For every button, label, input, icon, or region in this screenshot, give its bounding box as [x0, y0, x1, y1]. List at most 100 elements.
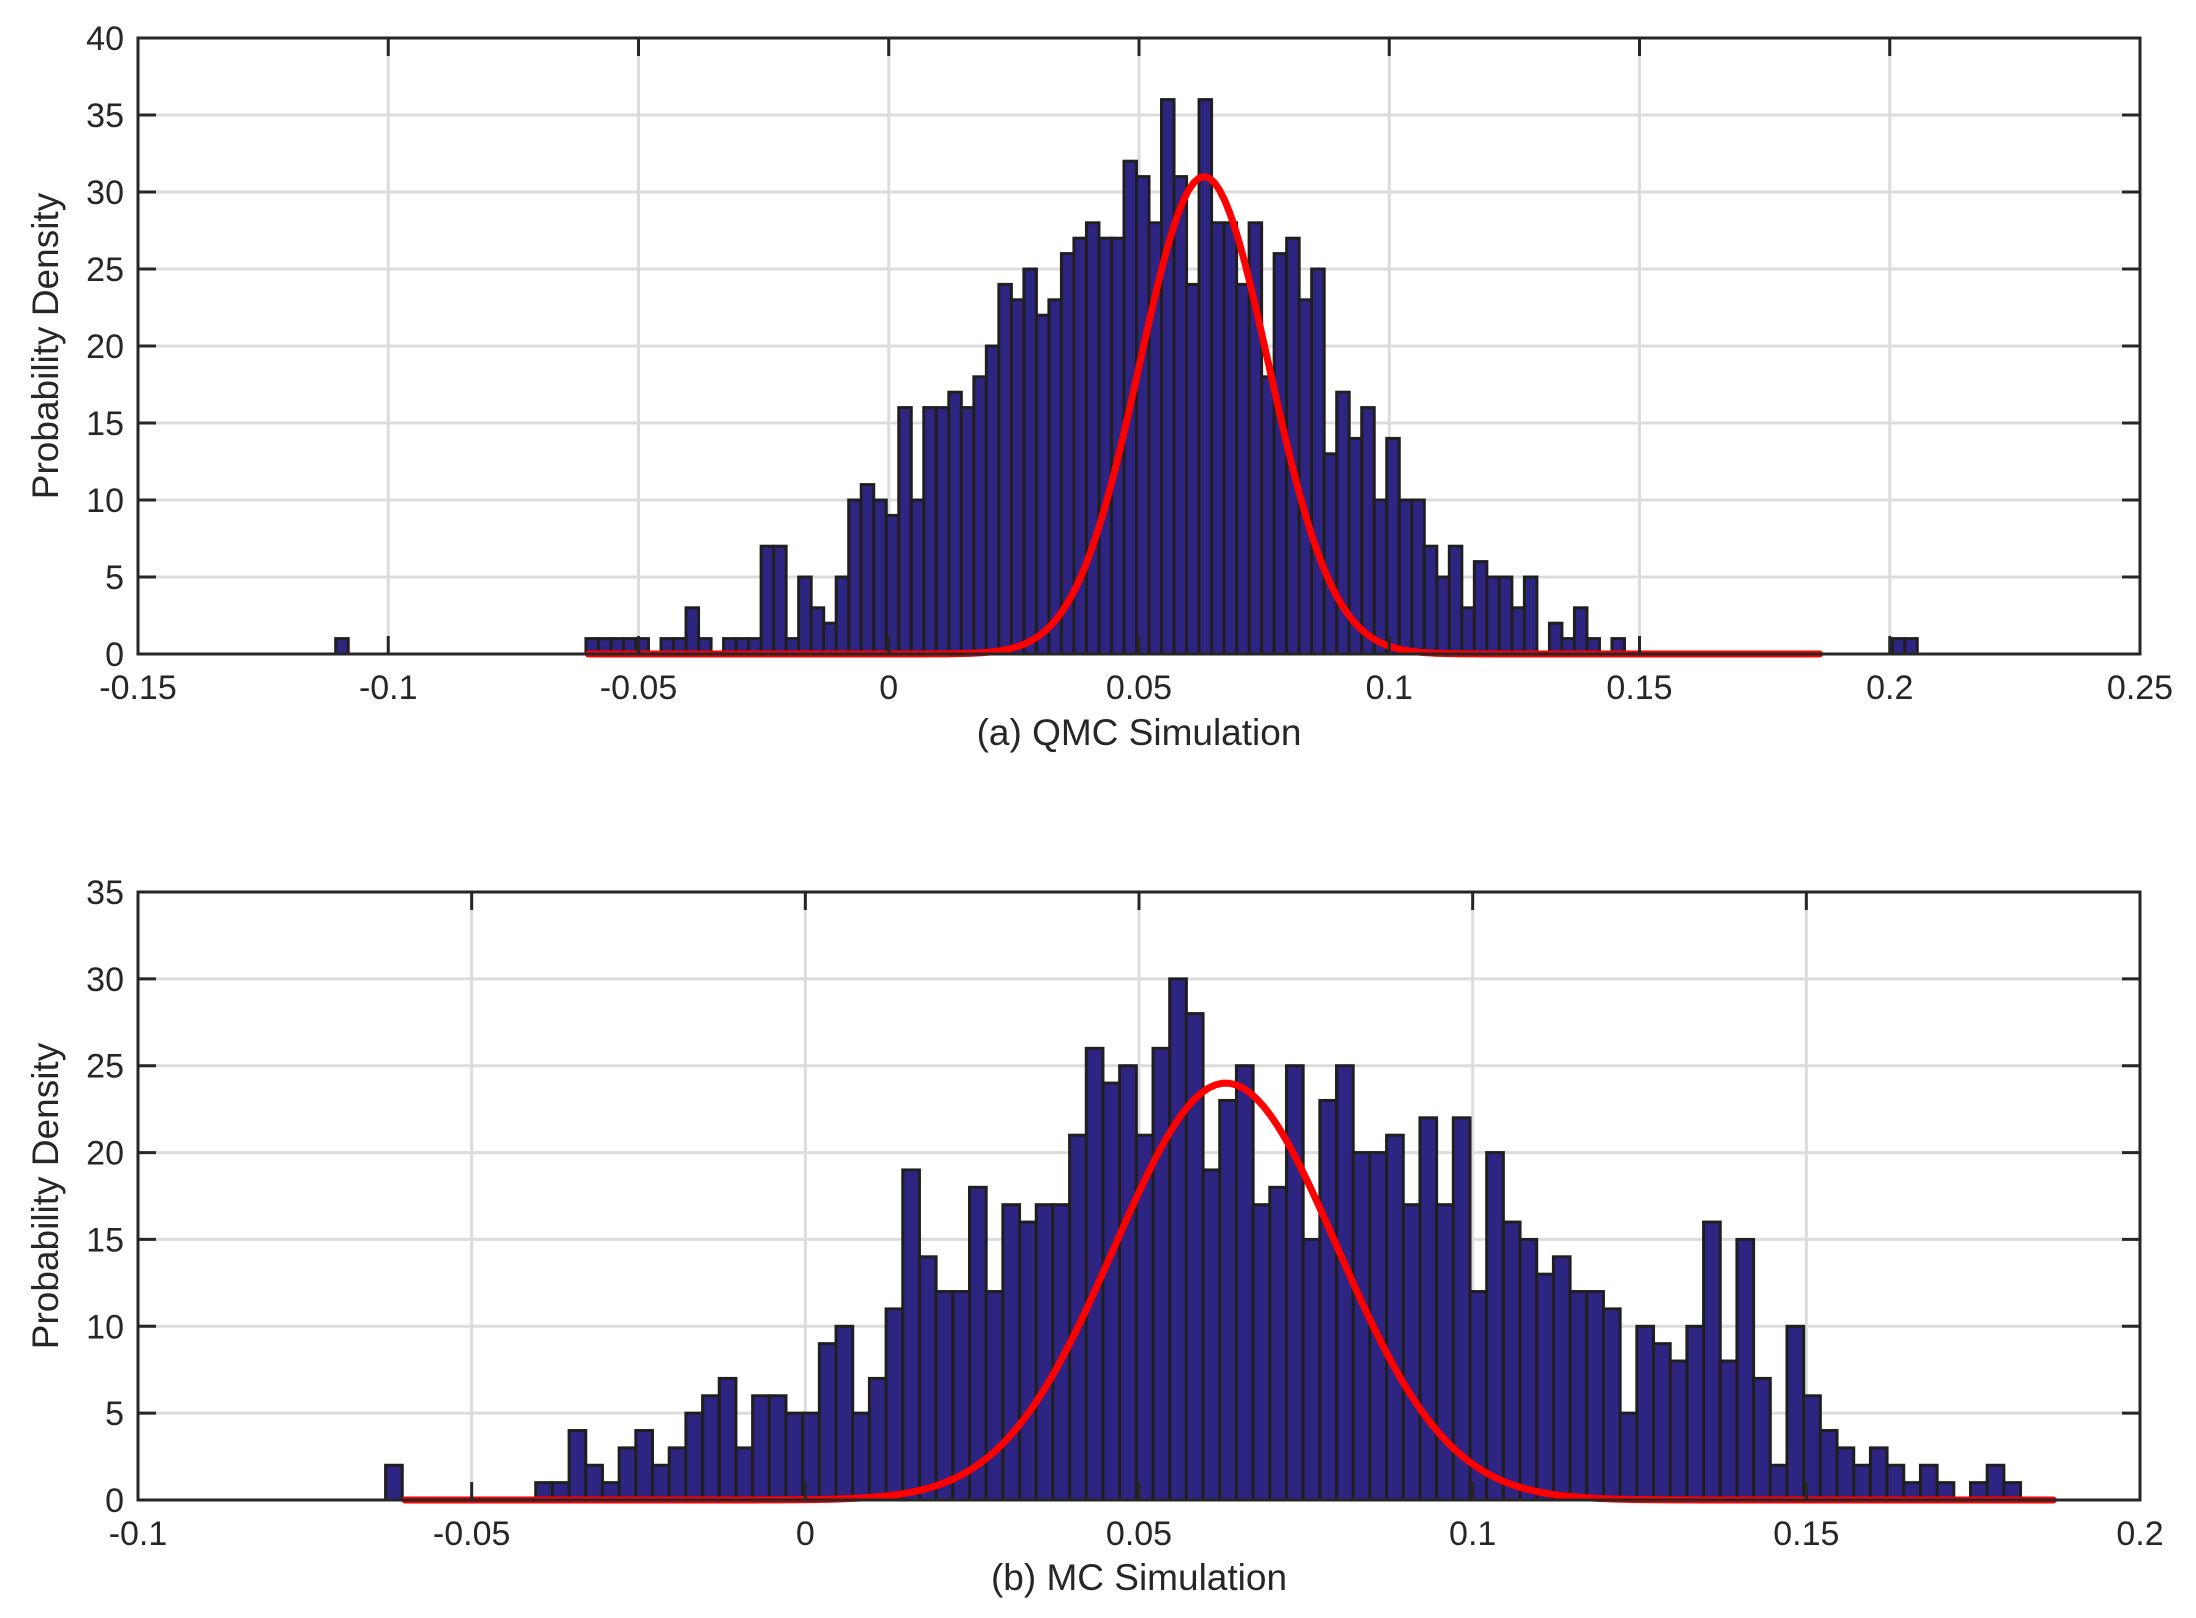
- histogram-bar: [1372, 498, 1389, 656]
- histogram-bar: [972, 375, 988, 656]
- histogram-bar: [1118, 1064, 1138, 1502]
- histogram-bar: [759, 544, 776, 656]
- histogram-bar: [384, 1463, 404, 1502]
- histogram-bar: [1172, 175, 1189, 656]
- histogram-bar: [859, 483, 876, 656]
- histogram-bar: [1472, 560, 1489, 656]
- histogram-bar: [1284, 1064, 1305, 1502]
- histogram-bar: [1034, 1203, 1055, 1502]
- histogram-bar: [1272, 252, 1289, 656]
- histogram-bar: [1585, 1290, 1605, 1502]
- y-tick-label: 10: [86, 482, 124, 520]
- histogram-bar: [1401, 1203, 1422, 1502]
- histogram-bar: [1385, 1133, 1405, 1502]
- histogram-bar: [917, 1255, 938, 1502]
- histogram-bar: [1447, 544, 1464, 656]
- x-tick-label: 0.25: [2107, 669, 2173, 707]
- histogram-bar: [1752, 1376, 1772, 1502]
- histogram-bar: [651, 1463, 671, 1502]
- histogram-bar: [1668, 1359, 1689, 1502]
- y-tick-label: 40: [86, 20, 124, 58]
- histogram-bar: [1835, 1446, 1856, 1502]
- y-tick-label: 25: [86, 251, 124, 289]
- histogram-bar: [884, 513, 901, 656]
- histogram-bar: [822, 621, 838, 656]
- y-axis-title-b: Probability Density: [25, 1042, 66, 1349]
- tick-labels-a: -0.15 -0.1 -0.05 0 0.05 0.1 0.15 0.2 0.25 0 5 10 15 2…: [86, 20, 2173, 707]
- histogram-bar: [1435, 575, 1451, 656]
- histogram-bar: [784, 1411, 805, 1502]
- histogram-bar: [1185, 282, 1201, 656]
- histogram-bar: [1852, 1463, 1872, 1502]
- histogram-bar: [1547, 621, 1564, 656]
- y-tick-label: 15: [86, 1221, 124, 1259]
- histogram-bar: [1522, 575, 1539, 656]
- histogram-bar: [1702, 1220, 1722, 1502]
- y-tick-label: 0: [105, 1482, 124, 1520]
- histogram-bar: [1535, 1272, 1555, 1502]
- histogram-bar: [1134, 175, 1151, 656]
- histogram-bar: [1903, 637, 1919, 656]
- x-tick-label: 0.15: [1773, 1515, 1839, 1553]
- histogram-bar: [1572, 606, 1589, 656]
- axes-a: [136, 36, 2142, 656]
- histogram-bar: [1635, 1324, 1656, 1502]
- histogram-bar: [1009, 298, 1026, 656]
- histogram-bar: [1268, 1185, 1288, 1502]
- histogram-bar: [1160, 98, 1176, 656]
- histogram-bar: [1322, 452, 1339, 656]
- y-tick-label: 30: [86, 174, 124, 212]
- x-tick-label: 0.15: [1606, 669, 1672, 707]
- histogram-bar: [1022, 267, 1038, 656]
- histogram-bar: [717, 1376, 738, 1502]
- histogram-bar: [584, 1463, 604, 1502]
- histogram-bar: [1890, 637, 1907, 656]
- histogram-bar: [884, 1307, 905, 1502]
- histogram-bar: [634, 1429, 655, 1502]
- histogram-bar: [1485, 1151, 1505, 1502]
- histogram-bar: [1297, 298, 1314, 656]
- histogram-bar: [1201, 1168, 1222, 1502]
- histogram-bar: [1868, 1446, 1889, 1502]
- y-tick-label: 5: [105, 1395, 124, 1433]
- histogram-bar: [1685, 1324, 1706, 1502]
- x-tick-label: -0.1: [109, 1515, 168, 1553]
- histogram-bar: [1418, 1116, 1439, 1502]
- histogram-bar: [984, 1290, 1005, 1502]
- histogram-bar: [767, 1394, 788, 1502]
- histogram-bar: [959, 406, 976, 656]
- histogram-bar: [1351, 1151, 1372, 1502]
- histogram-bar: [1018, 1220, 1038, 1502]
- x-tick-label: -0.05: [600, 669, 678, 707]
- y-tick-label: 0: [105, 636, 124, 674]
- histogram-bar: [897, 406, 913, 656]
- y-tick-label: 10: [86, 1308, 124, 1346]
- histogram-bar: [1410, 498, 1426, 656]
- histogram-bar: [772, 544, 788, 656]
- histogram-bar: [967, 1185, 988, 1502]
- y-axis-title-a: Probability Density: [25, 192, 66, 499]
- chart-a: -0.15 -0.1 -0.05 0 0.05 0.1 0.15 0.2 0.25 0 5 10 15 2…: [25, 20, 2173, 753]
- histogram-bar: [1251, 1203, 1272, 1502]
- histogram-bar: [984, 344, 1001, 656]
- histogram-bar: [701, 1394, 721, 1502]
- x-tick-label: 0: [796, 1515, 815, 1553]
- y-tick-label: 35: [86, 97, 124, 135]
- chart-b: -0.1 -0.05 0 0.05 0.1 0.15 0.2 0 5 10 15 20 25 30 35 (…: [25, 874, 2164, 1598]
- histogram-bar: [1618, 1411, 1639, 1502]
- histogram-bar: [1210, 221, 1226, 656]
- histogram-bar: [1235, 282, 1251, 656]
- histogram-bar: [1310, 267, 1326, 656]
- histogram-bar: [1601, 1307, 1622, 1502]
- histogram-bar: [1551, 1255, 1572, 1502]
- histogram-bar: [334, 637, 350, 656]
- histogram-bar: [1985, 1463, 2006, 1502]
- histogram-bar: [1497, 575, 1514, 656]
- bars-b: [384, 977, 2023, 1502]
- histogram-bar: [797, 575, 813, 656]
- histogram-bar: [1101, 1081, 1122, 1502]
- histogram-bar: [1034, 313, 1051, 656]
- bars-a: [334, 98, 1919, 656]
- x-axis-title-a: (a) QMC Simulation: [977, 712, 1302, 753]
- histogram-bar: [997, 282, 1013, 656]
